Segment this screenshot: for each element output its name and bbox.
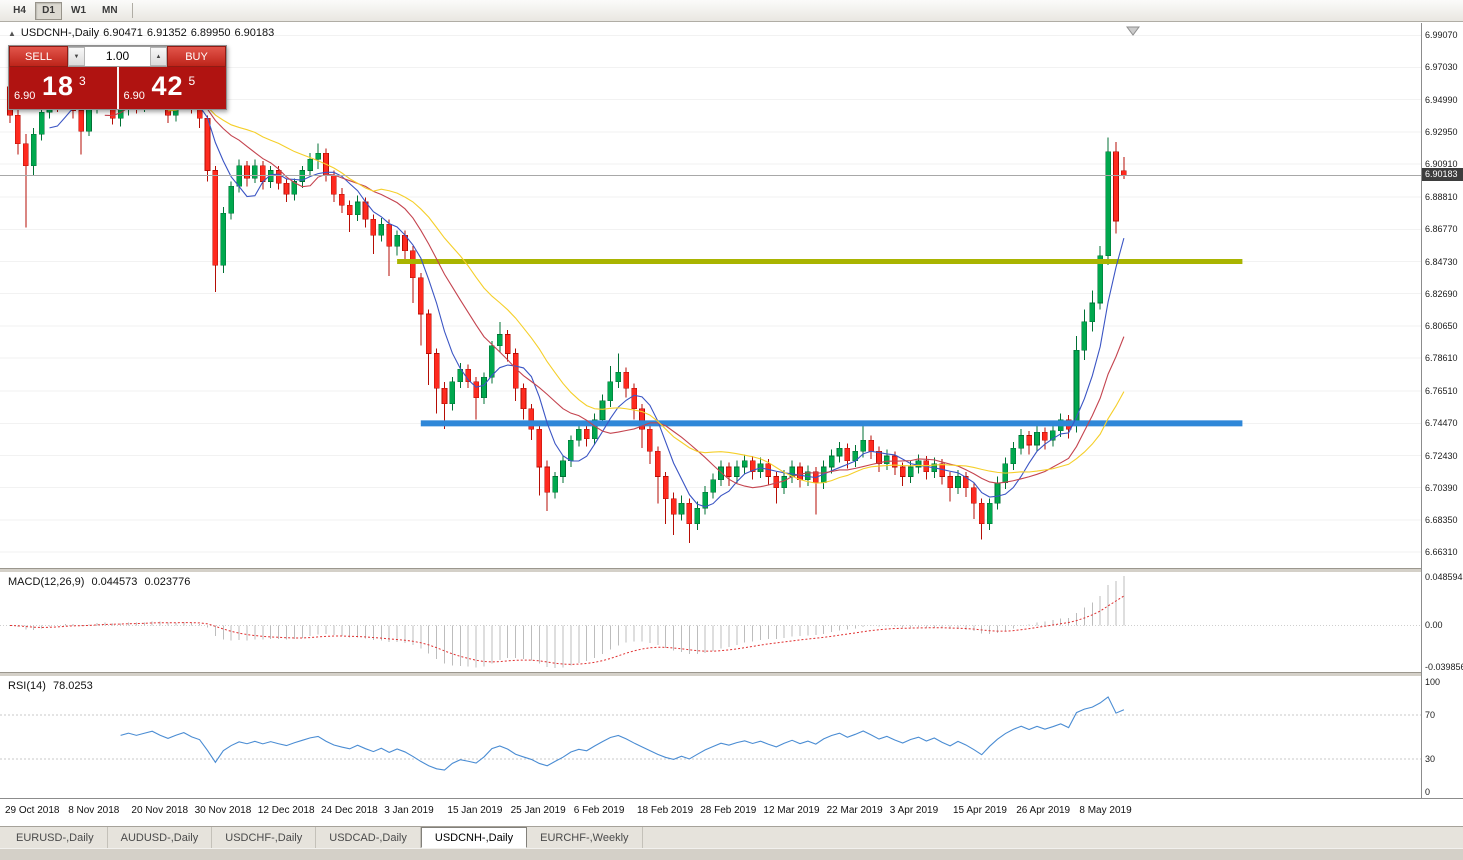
price-axis-label: 6.99070	[1425, 30, 1458, 41]
trade-panel-collapse-icon[interactable]: ▲	[8, 29, 16, 38]
time-axis-label: 15 Jan 2019	[447, 805, 503, 816]
ask-price-prefix: 6.90	[123, 90, 145, 102]
chart-tab-usdchf-daily[interactable]: USDCHF-,Daily	[212, 827, 317, 848]
timeframe-mn-button[interactable]: MN	[95, 2, 125, 20]
price-axis[interactable]: 6.90183 6.99070 6.97030 6.94990 6.92950 6.90…	[1421, 23, 1463, 798]
rsi-axis-label: 70	[1425, 710, 1436, 720]
price-axis-label: 6.66310	[1425, 547, 1458, 558]
price-axis-label: 6.68350	[1425, 514, 1458, 525]
macd-axis-label: 0.048594	[1425, 572, 1463, 582]
time-axis-label: 12 Mar 2019	[763, 805, 820, 816]
price-axis-label: 6.78610	[1425, 353, 1458, 364]
ohlc-close: 6.90183	[234, 27, 275, 39]
macd-signal-value: 0.023776	[144, 576, 191, 588]
time-axis-label: 3 Jan 2019	[384, 805, 434, 816]
chart-tab-audusd-daily[interactable]: AUDUSD-,Daily	[108, 827, 213, 848]
time-axis-label: 25 Jan 2019	[510, 805, 566, 816]
price-axis-label: 6.82690	[1425, 288, 1458, 299]
chart-symbol-label: USDCNH-,Daily	[20, 27, 100, 39]
macd-axis-label: 0.00	[1425, 620, 1443, 631]
chart-tab-eurchf-weekly[interactable]: EURCHF-,Weekly	[527, 827, 643, 848]
chart-window: ▲ USDCNH-,Daily 6.90471 6.91352 6.89950 6.901…	[0, 23, 1463, 798]
price-axis-label: 6.90910	[1425, 159, 1458, 170]
buy-price-button[interactable]: 6.90 42 5	[118, 67, 226, 109]
bid-price-big: 18	[42, 71, 75, 101]
status-bar	[0, 848, 1463, 860]
time-axis-label: 30 Nov 2018	[194, 805, 252, 816]
price-axis-label: 6.97030	[1425, 62, 1458, 73]
time-axis-label: 22 Mar 2019	[826, 805, 883, 816]
time-axis-label: 29 Oct 2018	[5, 805, 60, 816]
timeframe-h4-button[interactable]: H4	[6, 2, 33, 20]
rsi-label: RSI(14)	[8, 680, 46, 692]
chart-tab-eurusd-daily[interactable]: EURUSD-,Daily	[3, 827, 108, 848]
macd-indicator-chart[interactable]	[0, 572, 1421, 672]
macd-title: MACD(12,26,9) 0.044573 0.023776	[8, 576, 190, 588]
time-axis-label: 8 Nov 2018	[68, 805, 120, 816]
chart-tab-usdcnh-daily[interactable]: USDCNH-,Daily	[420, 827, 528, 848]
time-axis-label: 15 Apr 2019	[953, 805, 1007, 816]
time-axis-label: 28 Feb 2019	[700, 805, 757, 816]
chart-tab-usdcad-daily[interactable]: USDCAD-,Daily	[316, 827, 421, 848]
ohlc-low: 6.89950	[190, 27, 231, 39]
ask-price-big: 42	[151, 71, 184, 101]
rsi-axis-label: 0	[1425, 787, 1431, 797]
macd-axis-label: -0.039856	[1425, 662, 1463, 672]
one-click-trade-panel: SELL ▼ 1.00 ▲ BUY 6.90 18 3 6.90 42 5	[8, 45, 227, 110]
sell-button[interactable]: SELL	[9, 46, 68, 67]
time-axis[interactable]: 29 Oct 2018 8 Nov 2018 20 Nov 2018 30 Nov 2…	[0, 798, 1463, 826]
price-axis-label: 6.88810	[1425, 192, 1458, 203]
macd-main-value: 0.044573	[91, 576, 138, 588]
timeframe-w1-button[interactable]: W1	[64, 2, 93, 20]
toolbar-separator	[131, 3, 133, 18]
timeframe-d1-button[interactable]: D1	[35, 1, 62, 20]
time-axis-label: 6 Feb 2019	[573, 805, 625, 816]
time-axis-label: 18 Feb 2019	[637, 805, 694, 816]
rsi-axis-label: 100	[1425, 677, 1441, 687]
macd-label: MACD(12,26,9)	[8, 576, 85, 588]
price-axis-label: 6.70390	[1425, 482, 1458, 493]
sell-price-button[interactable]: 6.90 18 3	[9, 67, 117, 109]
price-axis-label: 6.80650	[1425, 320, 1458, 331]
price-axis-label: 6.84730	[1425, 256, 1458, 267]
volume-decrease-icon[interactable]: ▼	[68, 47, 85, 66]
time-axis-label: 20 Nov 2018	[131, 805, 189, 816]
ask-price-pip: 5	[188, 74, 196, 88]
rsi-indicator-chart[interactable]	[0, 676, 1421, 798]
candlestick-chart[interactable]	[0, 23, 1421, 568]
buy-button[interactable]: BUY	[167, 46, 226, 67]
rsi-title: RSI(14) 78.0253	[8, 680, 93, 692]
time-axis-label: 24 Dec 2018	[321, 805, 378, 816]
timeframe-toolbar: H4 D1 W1 MN	[0, 0, 1463, 22]
bid-price-prefix: 6.90	[14, 90, 36, 102]
current-price-badge: 6.90183	[1422, 168, 1463, 182]
volume-increase-icon[interactable]: ▲	[150, 47, 167, 66]
time-axis-label: 26 Apr 2019	[1016, 805, 1071, 816]
volume-field[interactable]: ▼ 1.00 ▲	[68, 46, 167, 67]
chart-title: ▲ USDCNH-,Daily 6.90471 6.91352 6.89950 6.901…	[8, 27, 274, 39]
time-axis-label: 3 Apr 2019	[889, 805, 939, 816]
volume-value[interactable]: 1.00	[105, 49, 130, 63]
bid-price-pip: 3	[79, 74, 86, 88]
ohlc-open: 6.90471	[103, 27, 143, 39]
price-axis-label: 6.72430	[1425, 450, 1458, 461]
price-axis-label: 6.92950	[1425, 126, 1458, 137]
time-axis-label: 12 Dec 2018	[257, 805, 315, 816]
price-axis-label: 6.76510	[1425, 386, 1458, 397]
rsi-axis-label: 30	[1425, 754, 1436, 764]
price-axis-label: 6.86770	[1425, 224, 1458, 235]
chart-tabs: EURUSD-,Daily AUDUSD-,Daily USDCHF-,Daily U…	[0, 826, 1463, 848]
price-axis-label: 6.74470	[1425, 418, 1458, 429]
ohlc-high: 6.91352	[146, 27, 187, 39]
time-axis-label: 8 May 2019	[1079, 805, 1132, 816]
price-axis-label: 6.94990	[1425, 94, 1458, 105]
rsi-value: 78.0253	[52, 680, 93, 692]
